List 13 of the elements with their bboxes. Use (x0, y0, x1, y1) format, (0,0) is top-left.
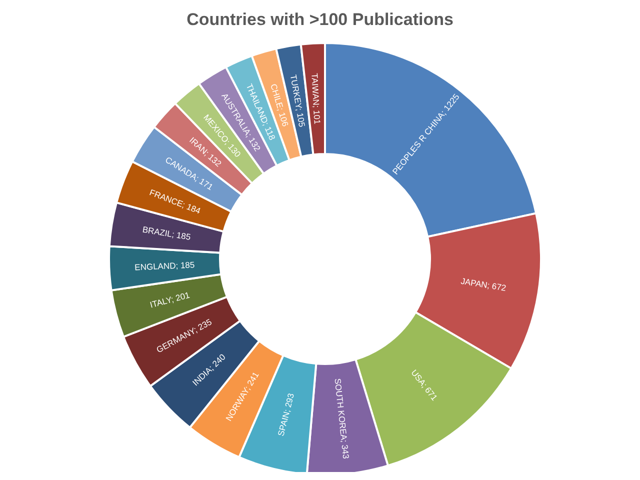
data-label: ; 106 (276, 106, 291, 128)
slice-label: TAIWAN (310, 73, 322, 106)
data-label: ; 672 (486, 280, 508, 294)
data-label: ; 185 (171, 229, 192, 242)
data-label: ; 343 (339, 439, 352, 460)
data-label: ; 105 (294, 107, 308, 128)
slice-label: ENGLAND (134, 260, 176, 272)
data-label: ; 201 (170, 290, 191, 304)
data-label: ; 101 (311, 105, 322, 125)
data-label: ; 293 (282, 392, 296, 413)
chart-title: Countries with >100 Publications (186, 9, 454, 31)
data-label: ; 185 (176, 260, 196, 270)
slice-label: SOUTH KOREA (332, 378, 350, 441)
